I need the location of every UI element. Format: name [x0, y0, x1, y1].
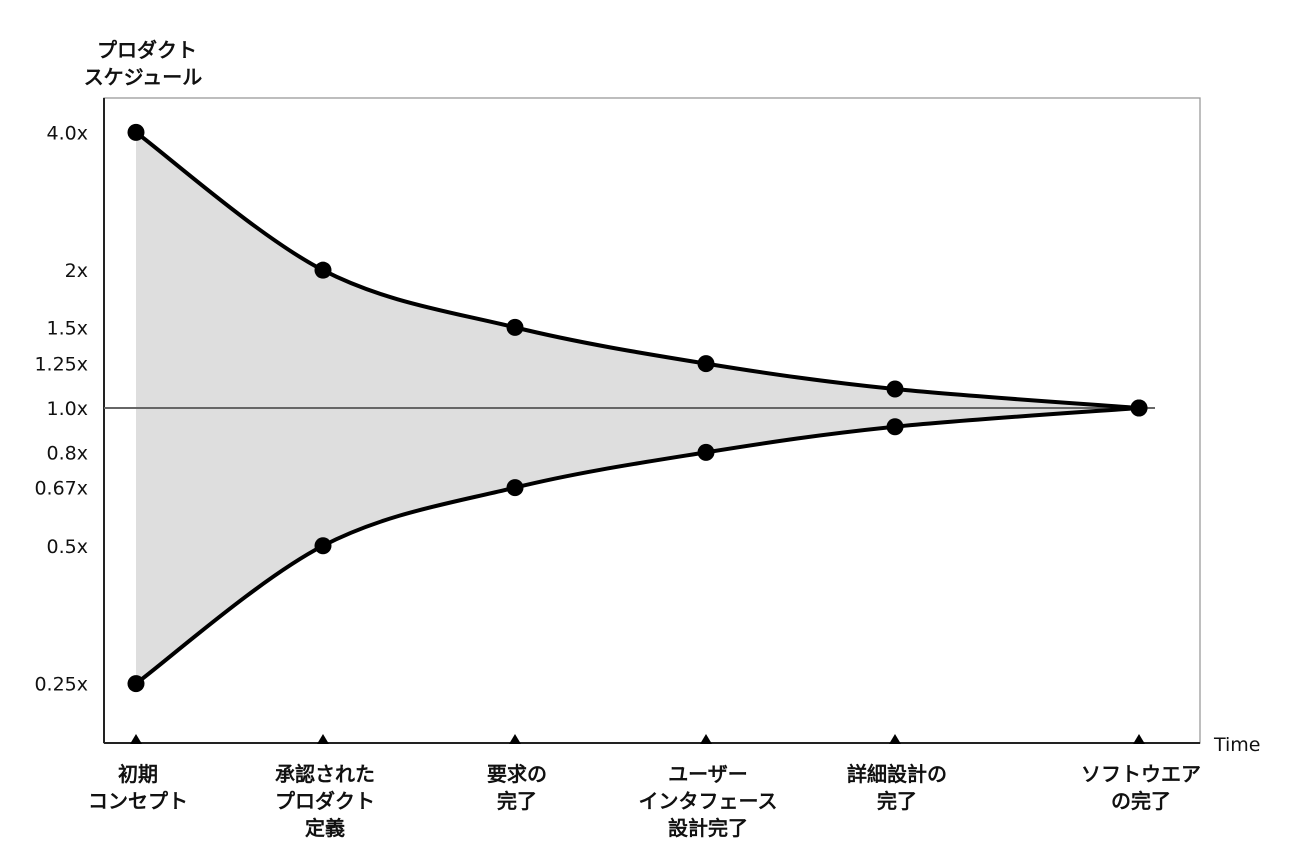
x-category-label-5-1: の完了 — [1111, 789, 1171, 813]
x-tick-marker-5 — [1133, 734, 1145, 744]
lower-point-2 — [506, 479, 524, 497]
x-category-label-5-0: ソフトウエア — [1081, 762, 1201, 786]
x-tick-marker-4 — [889, 734, 901, 744]
upper-point-1 — [314, 261, 332, 279]
x-category-label-4-0: 詳細設計の — [847, 762, 947, 786]
y-axis-title-line-2: スケジュール — [84, 65, 203, 89]
lower-point-5 — [1130, 399, 1148, 417]
lower-point-3 — [697, 443, 715, 461]
x-category-label-3-2: 設計完了 — [668, 816, 748, 840]
x-tick-marker-3 — [700, 734, 712, 744]
series-lower-line — [134, 405, 1140, 686]
x-category-label-1-1: プロダクト — [275, 789, 375, 813]
y-tick-label-3: 1.25x — [34, 354, 88, 376]
lower-point-0 — [127, 675, 145, 693]
upper-point-0 — [127, 123, 145, 141]
y-tick-label-4: 1.0x — [47, 398, 88, 420]
y-tick-label-8: 0.25x — [34, 674, 88, 696]
lower-point-4 — [886, 418, 904, 436]
x-category-label-4-1: 完了 — [877, 789, 917, 813]
x-category-label-0-1: コンセプト — [88, 789, 188, 813]
x-tick-marker-1 — [317, 734, 329, 744]
upper-point-3 — [697, 355, 715, 373]
upper-point-4 — [886, 380, 904, 398]
upper-point-2 — [506, 318, 524, 336]
x-category-label-2-1: 完了 — [497, 789, 537, 813]
x-category-label-1-2: 定義 — [305, 816, 345, 840]
x-tick-marker-2 — [509, 734, 521, 744]
plot-area: 4.0x 2x 1.5x 1.25x 1.0x 0.8x 0.67x 0.5x 0.25x 初期コ… — [34, 97, 1201, 840]
x-category-label-3-1: インタフェース — [639, 789, 778, 813]
lower-point-1 — [314, 537, 332, 555]
series-upper-line — [134, 130, 1140, 410]
y-tick-label-2: 1.5x — [47, 317, 88, 339]
x-category-label-2-0: 要求の — [487, 762, 547, 786]
x-category-label-3-0: ユーザー — [668, 762, 748, 786]
y-tick-label-5: 0.8x — [47, 442, 88, 464]
y-tick-label-1: 2x — [65, 260, 88, 282]
y-tick-label-7: 0.5x — [47, 536, 88, 558]
x-axis-title: Time — [1213, 734, 1261, 756]
x-category-label-0-0: 初期 — [118, 762, 158, 786]
x-tick-marker-0 — [130, 734, 142, 744]
y-tick-label-0: 4.0x — [47, 122, 88, 144]
x-category-label-1-0: 承認された — [275, 762, 375, 786]
y-tick-label-6: 0.67x — [34, 478, 88, 500]
y-axis-title-line-1: プロダクト — [97, 38, 197, 62]
